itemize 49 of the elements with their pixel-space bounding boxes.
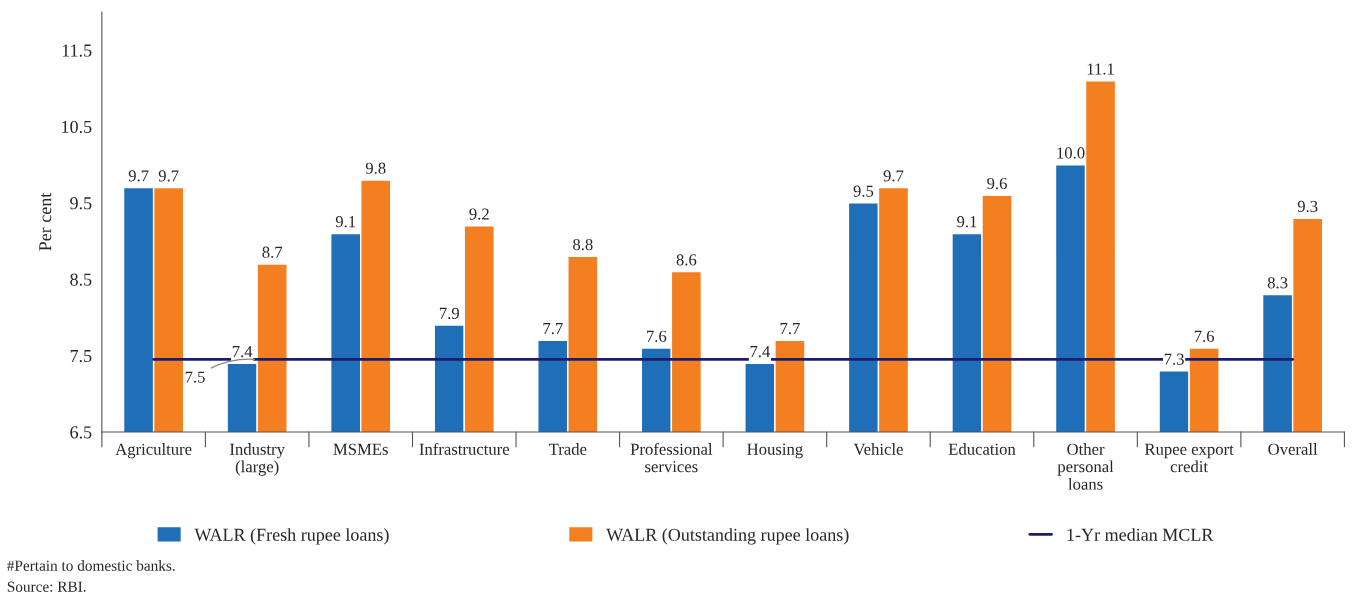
data-label: 9.6 <box>987 177 1007 190</box>
source-note: Source: RBI. <box>7 581 86 592</box>
y-tick-label: 8.5 <box>70 273 92 286</box>
legend-label: 1-Yr median MCLR <box>1067 528 1214 541</box>
data-label: 9.8 <box>365 162 386 174</box>
data-label: 7.7 <box>780 323 800 335</box>
data-label: 10.0 <box>1057 147 1085 159</box>
data-label: 9.5 <box>853 185 874 197</box>
x-tick-label: Trade <box>548 443 587 455</box>
text: #Pertain to domestic banks. <box>7 560 175 571</box>
data-label: 9.7 <box>883 170 904 182</box>
data-label: 7.6 <box>1194 330 1215 342</box>
x-tick-label: Education <box>948 443 1016 455</box>
data-label: 9.7 <box>128 170 149 182</box>
x-tick-label: Other personal loans <box>1057 443 1114 490</box>
data-label: 8.8 <box>573 238 593 251</box>
data-label: 7.9 <box>439 307 459 319</box>
data-label: 8.6 <box>676 254 697 266</box>
y-tick-label: 6.5 <box>70 426 92 439</box>
legend-label: WALR (Outstanding rupee loans) <box>606 528 849 545</box>
x-tick-label: Vehicle <box>853 443 903 455</box>
legend-label: WALR (Fresh rupee loans) <box>194 528 389 545</box>
x-tick-label: Overall <box>1268 443 1318 455</box>
annotation: 7.5 <box>185 371 205 383</box>
data-label: 8.7 <box>262 246 283 258</box>
data-label: 11.1 <box>1087 63 1114 75</box>
data-label: 7.7 <box>543 323 563 335</box>
data-label: 9.7 <box>158 170 179 182</box>
y-tick-label: 7.5 <box>70 350 92 363</box>
data-label: 7.6 <box>647 330 667 342</box>
x-tick-label: Infrastructure <box>419 442 510 455</box>
data-label: 9.2 <box>469 208 489 220</box>
data-label: 7.4 <box>750 345 771 358</box>
data-label: 7.4 <box>232 345 253 358</box>
data-label: 8.3 <box>1267 277 1288 289</box>
x-tick-label: Rupee export credit <box>1144 443 1234 473</box>
x-tick-label: Agriculture <box>115 443 192 459</box>
x-tick-label: Industry (large) <box>230 443 285 476</box>
y-tick-label: 10.5 <box>62 120 92 134</box>
x-tick-label: Professional services <box>630 442 713 473</box>
x-tick-label: Housing <box>747 443 803 459</box>
data-label: 9.1 <box>957 216 977 228</box>
y-axis-title: Per cent <box>39 192 52 251</box>
data-label: 9.1 <box>335 216 356 228</box>
data-label: 9.3 <box>1297 200 1318 213</box>
y-tick-label: 9.5 <box>70 197 92 210</box>
data-label: 7.3 <box>1164 353 1184 365</box>
x-tick-label: MSMEs <box>333 443 388 455</box>
y-tick-label: 11.5 <box>62 44 92 57</box>
